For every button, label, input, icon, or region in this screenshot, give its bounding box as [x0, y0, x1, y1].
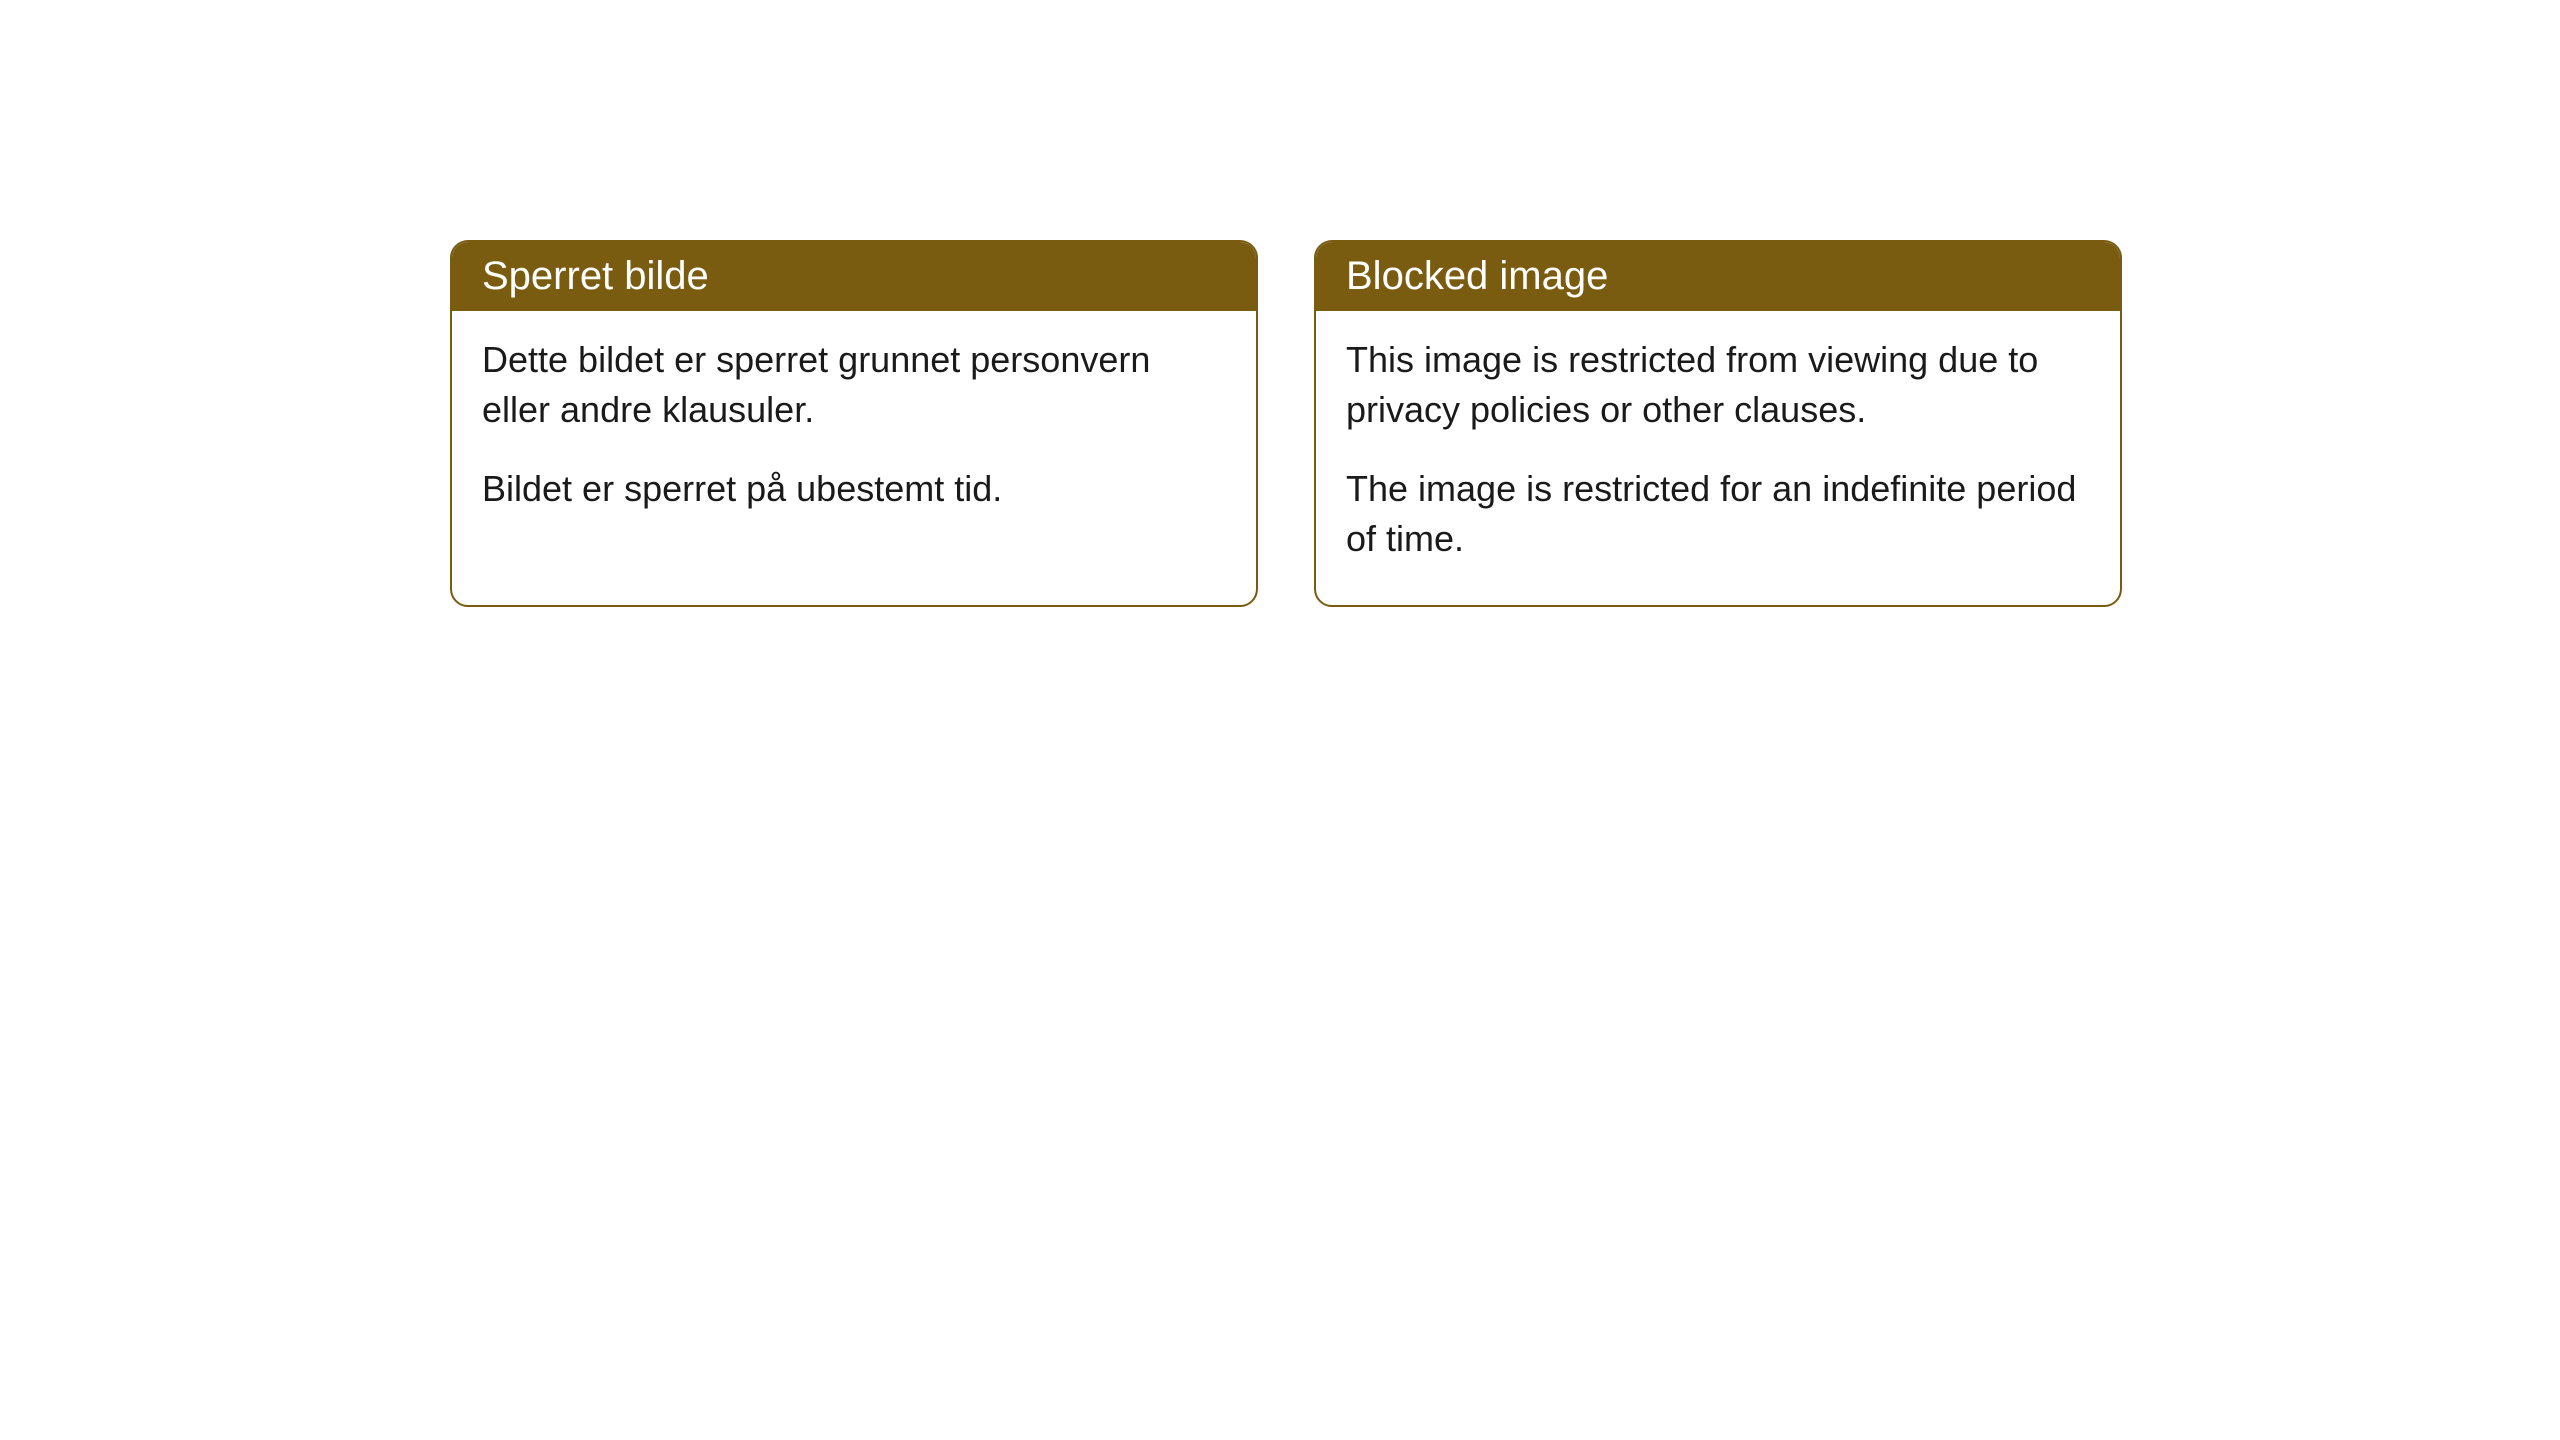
card-header-norwegian: Sperret bilde	[452, 242, 1256, 311]
card-body-norwegian: Dette bildet er sperret grunnet personve…	[452, 311, 1256, 554]
notice-paragraph: Dette bildet er sperret grunnet personve…	[482, 335, 1226, 436]
notice-paragraph: This image is restricted from viewing du…	[1346, 335, 2090, 436]
card-body-english: This image is restricted from viewing du…	[1316, 311, 2120, 605]
card-title: Blocked image	[1346, 254, 1608, 298]
card-title: Sperret bilde	[482, 254, 709, 298]
notice-cards-container: Sperret bilde Dette bildet er sperret gr…	[450, 240, 2122, 607]
blocked-image-card-norwegian: Sperret bilde Dette bildet er sperret gr…	[450, 240, 1258, 607]
notice-paragraph: The image is restricted for an indefinit…	[1346, 464, 2090, 565]
card-header-english: Blocked image	[1316, 242, 2120, 311]
blocked-image-card-english: Blocked image This image is restricted f…	[1314, 240, 2122, 607]
notice-paragraph: Bildet er sperret på ubestemt tid.	[482, 464, 1226, 514]
